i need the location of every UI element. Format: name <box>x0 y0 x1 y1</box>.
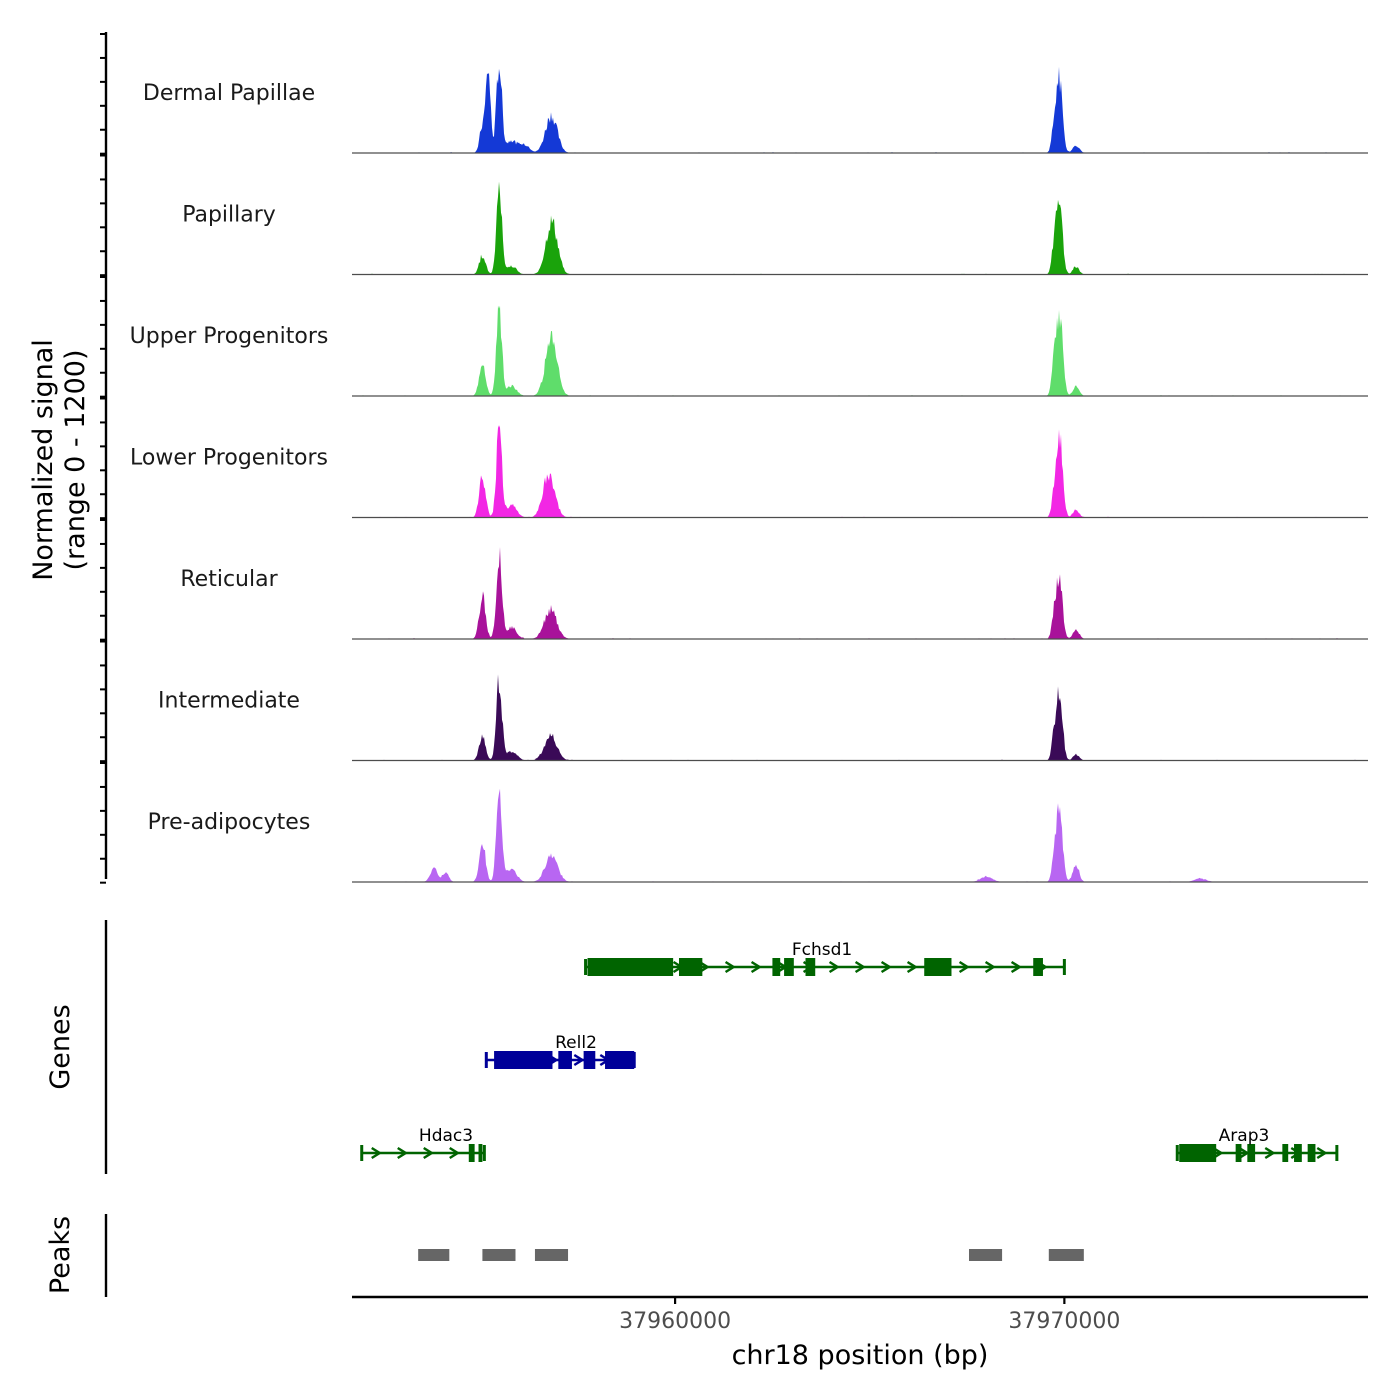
gene-name: Hdac3 <box>419 1126 473 1146</box>
signal-axis <box>100 32 108 884</box>
signal-area <box>352 425 1368 518</box>
signal-area <box>352 66 1368 153</box>
gene-fchsd1: Fchsd1 <box>584 940 1066 976</box>
strand-arrow <box>750 960 762 974</box>
y-axis-title: Normalized signal (range 0 - 1200) <box>28 339 91 581</box>
exon <box>772 958 781 976</box>
signal-area <box>352 181 1368 275</box>
y-axis-title-line2: (range 0 - 1200) <box>60 350 91 571</box>
track-upper-progenitors: Upper Progenitors <box>130 305 1368 397</box>
signal-area <box>352 674 1368 761</box>
exon <box>494 1051 553 1069</box>
peaks-panel <box>104 1214 1084 1297</box>
track-lower-progenitors: Lower Progenitors <box>130 425 1368 519</box>
strand-arrow <box>880 960 892 974</box>
track-label: Papillary <box>182 203 276 228</box>
exon <box>468 1144 475 1162</box>
exon <box>1247 1144 1256 1162</box>
strand-arrow <box>984 960 996 974</box>
peak-region <box>1048 1249 1084 1261</box>
strand-arrow <box>906 960 918 974</box>
strand-arrow <box>854 960 866 974</box>
exon <box>1294 1144 1302 1162</box>
exon <box>1033 958 1043 976</box>
track-dermal-papillae: Dermal Papillae <box>143 66 1368 154</box>
exon <box>1179 1144 1217 1162</box>
peak-region <box>482 1249 516 1261</box>
peak-region <box>534 1249 569 1261</box>
strand-arrow <box>828 960 840 974</box>
exon <box>784 958 794 976</box>
exon <box>587 958 674 976</box>
peak-region <box>418 1249 450 1261</box>
strand-arrow <box>397 1146 409 1160</box>
track-papillary: Papillary <box>182 181 1368 276</box>
track-label: Upper Progenitors <box>130 324 329 349</box>
genes-panel-title: Genes <box>45 1004 76 1089</box>
peaks-panel-title: Peaks <box>45 1216 76 1294</box>
exon <box>558 1051 572 1069</box>
strand-arrow <box>371 1146 383 1160</box>
strand-arrow <box>1316 1146 1328 1160</box>
exon <box>605 1051 635 1069</box>
x-tick-label: 37970000 <box>1008 1309 1120 1334</box>
strand-arrow <box>724 960 736 974</box>
gene-arap3: Arap3 <box>1175 1126 1339 1162</box>
track-intermediate: Intermediate <box>158 674 1368 762</box>
track-label: Intermediate <box>158 689 300 714</box>
signal-area <box>352 547 1368 639</box>
peak-region <box>968 1249 1003 1261</box>
gene-hdac3: Hdac3 <box>360 1126 486 1162</box>
track-label: Dermal Papillae <box>143 81 315 106</box>
exon <box>1307 1144 1316 1162</box>
y-axis-title-line1: Normalized signal <box>28 339 59 581</box>
track-pre-adipocytes: Pre-adipocytes <box>148 788 1368 883</box>
track-label: Pre-adipocytes <box>148 810 311 835</box>
track-reticular: Reticular <box>180 547 1368 640</box>
track-label: Lower Progenitors <box>130 446 328 471</box>
gene-name: Rell2 <box>555 1033 597 1053</box>
x-axis: 37960000 37970000 <box>352 1295 1368 1334</box>
exon <box>583 1051 596 1069</box>
signal-area <box>352 305 1368 396</box>
coverage-tracks: Dermal Papillae Papillary Upper Progenitor… <box>130 66 1368 883</box>
signal-area <box>352 788 1368 882</box>
exon <box>924 958 952 976</box>
strand-arrow <box>1010 960 1022 974</box>
exon <box>1235 1144 1242 1162</box>
exon <box>805 958 816 976</box>
x-tick-label: 37960000 <box>619 1309 731 1334</box>
exon <box>1282 1144 1289 1162</box>
exon <box>678 958 703 976</box>
gene-name: Fchsd1 <box>792 940 852 960</box>
strand-arrow <box>573 1053 585 1067</box>
strand-arrow <box>1264 1146 1276 1160</box>
gene-name: Arap3 <box>1219 1126 1270 1146</box>
strand-arrow <box>958 960 970 974</box>
track-label: Reticular <box>180 567 278 592</box>
gene-rell2: Rell2 <box>484 1033 636 1069</box>
exon <box>478 1144 483 1162</box>
strand-arrow <box>1238 1146 1250 1160</box>
x-axis-title: chr18 position (bp) <box>732 1340 989 1371</box>
strand-arrow <box>423 1146 435 1160</box>
strand-arrow <box>449 1146 461 1160</box>
genes-panel: Fchsd1 Rell2 Hdac3 Arap3 <box>104 920 1339 1174</box>
